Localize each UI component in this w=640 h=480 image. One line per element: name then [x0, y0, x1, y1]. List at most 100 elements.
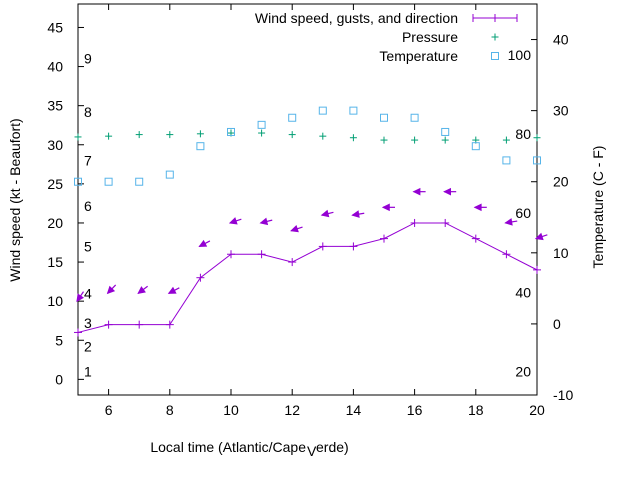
y2-tick-label: 20	[553, 174, 569, 190]
wind-direction-arrow	[167, 286, 180, 294]
series-layer	[74, 106, 548, 337]
legend-sample-wind	[472, 14, 518, 22]
legend-label-pressure: Pressure	[402, 29, 458, 45]
x-axis-label-tail: erde)	[316, 439, 349, 455]
y-tick-label: 25	[47, 176, 63, 192]
temperature-point	[165, 170, 174, 179]
y2-tick-label: 30	[553, 103, 569, 119]
temperature-point	[318, 106, 327, 115]
x-tick-label: 10	[223, 402, 239, 418]
beaufort-label: 4	[84, 285, 92, 301]
wind-speed-point	[380, 234, 388, 243]
legend-sample-temperature	[491, 52, 499, 60]
temperature-point	[135, 177, 144, 186]
wind-direction-arrow	[320, 209, 334, 218]
wind-direction-arrow	[106, 284, 117, 295]
fahrenheit-label: 100	[508, 47, 532, 63]
wind-speed-point	[441, 218, 450, 227]
wind-speed-point	[227, 250, 235, 259]
wind-direction-arrow	[473, 203, 487, 212]
fahrenheit-label: 80	[515, 126, 531, 142]
wind-direction-arrow	[351, 210, 365, 218]
fahrenheit-label: 60	[515, 205, 531, 221]
beaufort-label: 8	[84, 104, 92, 120]
wind-speed-point	[135, 320, 144, 329]
legend-label-wind: Wind speed, gusts, and direction	[255, 10, 458, 26]
beaufort-label: 6	[84, 198, 92, 214]
x-axis-label-sub: V	[307, 443, 317, 459]
temperature-point	[349, 106, 358, 115]
wind-speed-point	[471, 234, 480, 243]
y-tick-label: 20	[47, 215, 63, 231]
y-tick-label: 30	[47, 137, 63, 153]
wind-speed-point	[349, 242, 358, 251]
pressure-point	[411, 136, 419, 144]
beaufort-label: 2	[84, 339, 92, 355]
y-tick-label: 15	[47, 254, 63, 270]
wind-speed-point	[288, 258, 297, 267]
y-tick-label: 10	[47, 293, 63, 309]
pressure-point	[196, 130, 204, 138]
beaufort-label: 3	[84, 315, 92, 331]
wind-speed-point	[533, 265, 541, 274]
pressure-point	[441, 136, 449, 144]
beaufort-label: 5	[84, 238, 92, 254]
plot-border	[77, 3, 538, 396]
wind-speed-point	[410, 218, 419, 227]
wind-speed-point	[74, 328, 82, 337]
temperature-point	[288, 113, 297, 122]
x-axis-label: Local time (Atlantic/Cape	[150, 439, 306, 455]
wind-speed-point	[502, 250, 511, 259]
wind-speed-point	[196, 273, 205, 282]
x-tick-label: 20	[529, 402, 545, 418]
x-tick-label: 12	[284, 402, 300, 418]
temperature-point	[227, 127, 235, 136]
temperature-point	[441, 127, 450, 136]
pressure-point	[319, 132, 327, 140]
temperature-point	[380, 113, 388, 122]
wind-direction-arrow	[259, 217, 273, 226]
x-tick-label: 14	[346, 402, 362, 418]
temperature-point	[410, 113, 419, 122]
fahrenheit-label: 20	[515, 364, 531, 380]
y2-tick-label: -10	[553, 387, 573, 403]
y2-tick-label: 40	[553, 32, 569, 48]
temperature-point	[257, 120, 266, 129]
y-tick-label: 45	[47, 19, 63, 35]
temperature-point	[104, 177, 113, 186]
wind-speed-line	[77, 222, 538, 333]
y-tick-label: 5	[55, 332, 63, 348]
pressure-point	[105, 132, 113, 140]
legend-label-temperature: Temperature	[379, 48, 458, 64]
legend-sample-pressure	[491, 33, 499, 41]
temperature-point	[196, 142, 205, 151]
wind-speed-point	[104, 320, 113, 329]
temperature-point	[471, 142, 480, 151]
y2-axis-label: Temperature (C - F)	[590, 146, 606, 269]
beaufort-label: 9	[84, 51, 92, 67]
wind-speed-point	[165, 320, 174, 329]
wind-direction-arrow	[137, 285, 148, 295]
beaufort-label: 7	[84, 152, 92, 168]
wind-direction-arrow	[412, 187, 426, 196]
y2-tick-label: 10	[553, 245, 569, 261]
axis-ticks	[78, 4, 538, 396]
x-tick-label: 8	[166, 402, 174, 418]
wind-speed-point	[257, 250, 266, 259]
wind-direction-arrow	[504, 218, 518, 226]
x-tick-label: 6	[105, 402, 113, 418]
pressure-point	[135, 131, 143, 139]
plot-area	[77, 3, 538, 396]
y-tick-label: 35	[47, 98, 63, 114]
y2-tick-label: 0	[553, 316, 561, 332]
pressure-point	[288, 131, 296, 139]
tick-labels: 6 8 10 12 14 16 18 20051015202530354045-1001020…	[47, 19, 573, 418]
x-tick-label: 16	[407, 402, 423, 418]
y-tick-label: 0	[55, 371, 63, 387]
wind-direction-arrow	[443, 187, 457, 196]
wind-direction-arrow	[76, 291, 85, 303]
pressure-point	[74, 133, 82, 141]
y-tick-label: 40	[47, 59, 63, 75]
temperature-point	[502, 156, 511, 165]
